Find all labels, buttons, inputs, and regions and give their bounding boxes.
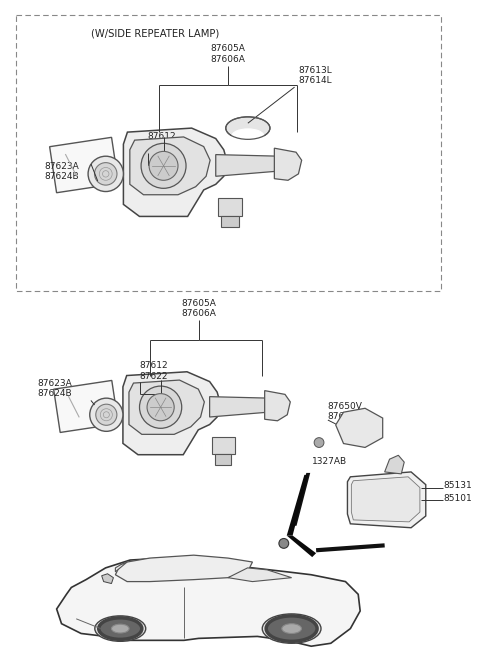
Text: 87612
87622: 87612 87622 — [140, 362, 168, 381]
Polygon shape — [351, 477, 420, 522]
Polygon shape — [123, 372, 221, 455]
Circle shape — [96, 404, 117, 425]
Text: 87623A
87624B: 87623A 87624B — [37, 379, 72, 398]
Polygon shape — [115, 555, 252, 582]
Bar — [212, 438, 235, 454]
Ellipse shape — [226, 117, 270, 140]
Polygon shape — [287, 475, 308, 536]
Ellipse shape — [111, 624, 129, 633]
Bar — [218, 198, 242, 215]
Circle shape — [141, 143, 186, 189]
Polygon shape — [210, 397, 274, 417]
Polygon shape — [228, 568, 292, 582]
Text: 87650V
87660V: 87650V 87660V — [328, 402, 363, 421]
Polygon shape — [49, 138, 119, 193]
Ellipse shape — [266, 616, 317, 641]
Bar — [16, 14, 442, 291]
Text: 87605A
87606A: 87605A 87606A — [181, 299, 216, 318]
Polygon shape — [264, 390, 290, 421]
Circle shape — [90, 398, 123, 432]
Text: (W/SIDE REPEATER LAMP): (W/SIDE REPEATER LAMP) — [91, 28, 219, 39]
Polygon shape — [336, 408, 383, 447]
Polygon shape — [287, 536, 316, 557]
Text: 87613L
87614L: 87613L 87614L — [299, 66, 332, 85]
Circle shape — [140, 386, 182, 428]
Polygon shape — [129, 380, 204, 434]
Bar — [215, 454, 231, 464]
Text: 85131: 85131 — [444, 481, 472, 490]
Ellipse shape — [262, 614, 321, 643]
Text: 87612
87622: 87612 87622 — [148, 132, 176, 152]
Text: 87605A
87606A: 87605A 87606A — [211, 44, 245, 64]
Polygon shape — [216, 155, 284, 176]
Ellipse shape — [99, 618, 142, 639]
Polygon shape — [123, 128, 228, 216]
Polygon shape — [384, 455, 404, 474]
Polygon shape — [57, 558, 360, 646]
Bar — [221, 215, 239, 227]
Polygon shape — [115, 562, 127, 572]
Ellipse shape — [232, 129, 264, 143]
Circle shape — [149, 151, 178, 180]
Circle shape — [314, 438, 324, 447]
Polygon shape — [130, 137, 210, 195]
Circle shape — [88, 156, 123, 191]
Polygon shape — [293, 473, 310, 526]
Circle shape — [279, 538, 288, 548]
Polygon shape — [275, 148, 301, 180]
Polygon shape — [54, 381, 118, 432]
Polygon shape — [102, 574, 113, 584]
Ellipse shape — [95, 616, 146, 641]
Circle shape — [147, 394, 174, 421]
Text: 85101: 85101 — [444, 494, 472, 503]
Ellipse shape — [282, 624, 301, 633]
Polygon shape — [348, 472, 426, 528]
Circle shape — [95, 162, 117, 185]
Text: 87623A
87624B: 87623A 87624B — [44, 162, 79, 181]
Text: 1327AB: 1327AB — [312, 457, 348, 466]
